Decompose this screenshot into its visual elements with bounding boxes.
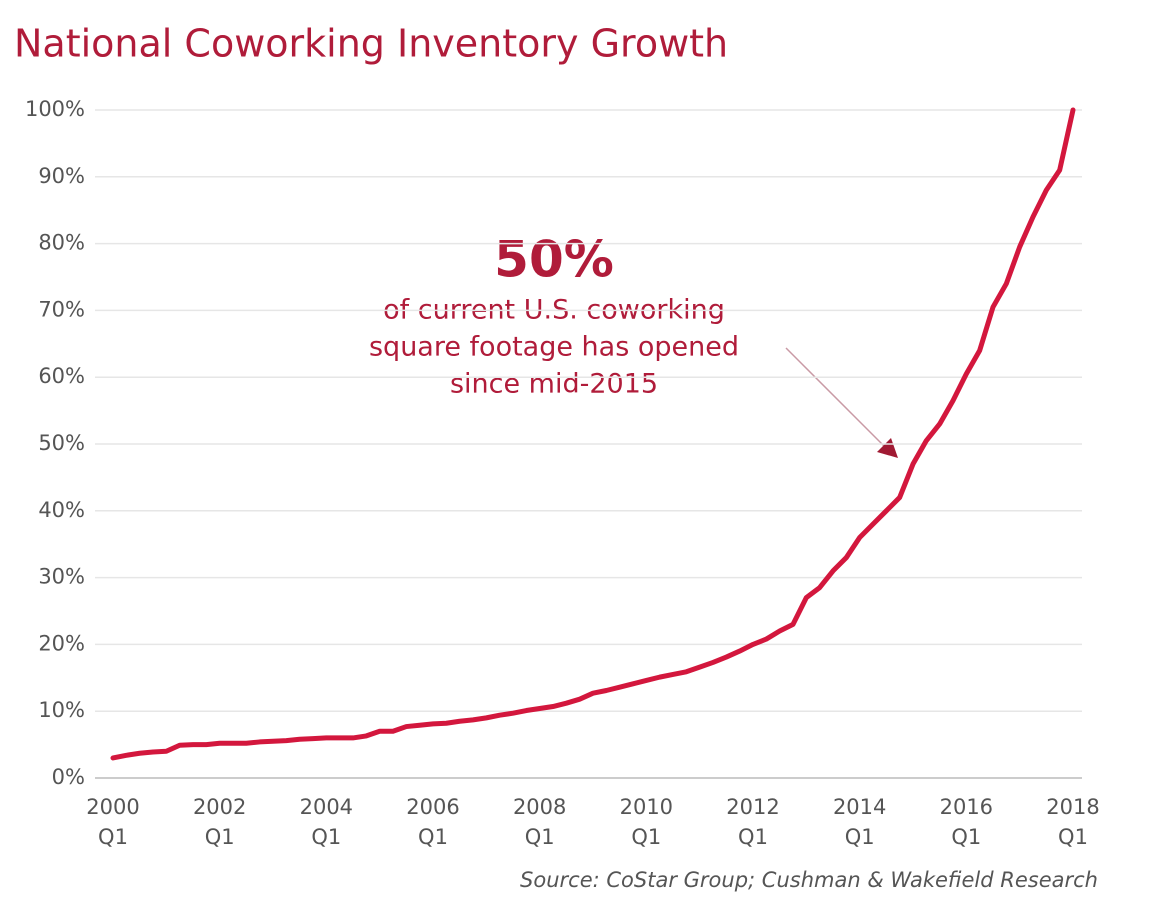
x-tick-label: Q1 xyxy=(418,825,448,849)
annotation-line: square footage has opened xyxy=(369,332,739,363)
x-tick-label: Q1 xyxy=(525,825,555,849)
source: Source: CoStar Group; Cushman & Wakefiel… xyxy=(520,868,1098,892)
y-tick-label: 60% xyxy=(38,364,85,388)
x-tick-label: 2016 xyxy=(940,795,993,819)
y-tick-label: 50% xyxy=(38,431,85,455)
annotation-arrowhead xyxy=(877,438,898,458)
x-tick-label: 2000 xyxy=(86,795,139,819)
y-tick-label: 80% xyxy=(38,231,85,255)
x-tick-label: Q1 xyxy=(1058,825,1088,849)
annotation-arrow xyxy=(785,347,885,447)
line xyxy=(110,107,1076,761)
y-tick-label: 40% xyxy=(38,498,85,522)
x-tick-label: Q1 xyxy=(845,825,875,849)
y-tick-label: 70% xyxy=(38,297,85,321)
y-tick-label: 30% xyxy=(38,565,85,589)
y-tick-label: 10% xyxy=(38,698,85,722)
x-tick-label: Q1 xyxy=(631,825,661,849)
y-tick-label: 100% xyxy=(25,97,85,121)
x-tick-label: 2004 xyxy=(300,795,353,819)
x-tick-label: Q1 xyxy=(311,825,341,849)
chart-title: National Coworking Inventory Growth xyxy=(14,22,728,66)
x-tick-label: Q1 xyxy=(98,825,128,849)
y-tick-label: 20% xyxy=(38,631,85,655)
x-tick-label: 2002 xyxy=(193,795,246,819)
annotation-headline: 50% xyxy=(494,231,614,289)
y-tick-label: 90% xyxy=(38,164,85,188)
x-tick-label: Q1 xyxy=(738,825,768,849)
x-tick-label: 2010 xyxy=(620,795,673,819)
x-tick-label: 2008 xyxy=(513,795,566,819)
x-tick-label: 2018 xyxy=(1046,795,1099,819)
x-tick-label: 2006 xyxy=(406,795,459,819)
annotation-line: since mid-2015 xyxy=(450,369,658,400)
x-tick-label: 2012 xyxy=(726,795,779,819)
x-tick-label: Q1 xyxy=(205,825,235,849)
x-tick-label: 2014 xyxy=(833,795,886,819)
x-tick-label: Q1 xyxy=(951,825,981,849)
y-tick-label: 0% xyxy=(52,765,85,789)
